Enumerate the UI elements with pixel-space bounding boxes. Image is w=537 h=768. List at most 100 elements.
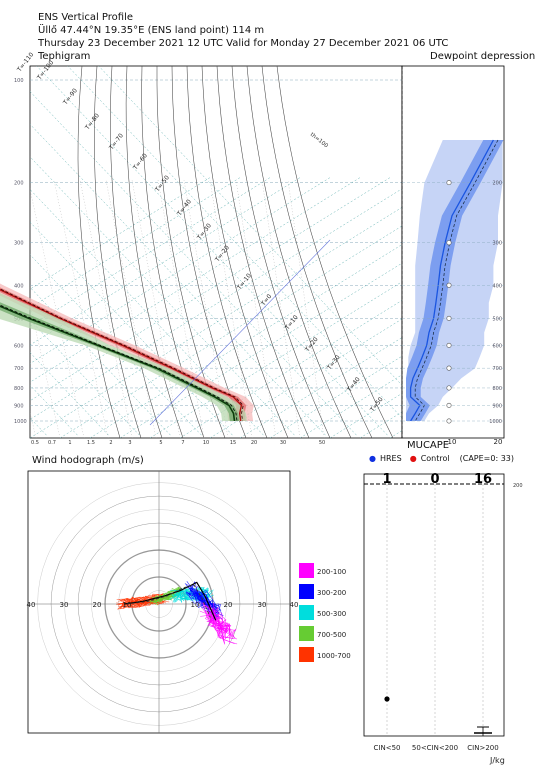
depression-pressure-label: 200 [492, 181, 502, 187]
validity-subtitle: Thursday 23 December 2021 12 UTC Valid f… [38, 38, 449, 49]
hodograph-tick-label: 30 [60, 601, 69, 609]
mucape-frame [363, 473, 505, 737]
wind-barb-circle [446, 282, 452, 288]
mixing-ratio-tick-label: 1 [68, 440, 71, 446]
dry-adiabat-line [510, 178, 537, 438]
dewpoint-control-line [0, 305, 236, 422]
layer-legend-label: 500-300 [317, 610, 346, 618]
hodograph-tick-label: 10 [123, 601, 132, 609]
depression-inner-band [406, 140, 504, 421]
hodograph-member-trace [124, 596, 166, 609]
mixing-ratio-line [79, 179, 133, 438]
moist-adiabat-curve [77, 66, 121, 438]
layer-swatch-700-500 [299, 626, 314, 641]
tephigram-bands [0, 283, 254, 421]
moist-adiabat-curve [246, 66, 352, 438]
mixing-ratio-tick-label: 15 [230, 440, 236, 446]
layer-legend-label: 300-200 [317, 589, 346, 597]
mucape-legend: ● HRES ● Control (CAPE=0: 33) [369, 454, 514, 463]
hodograph-legend: 200-100 300-200 500-300 700-500 1000-700 [299, 563, 351, 662]
layer-swatch-300-200 [299, 584, 314, 599]
hodograph-member-trace [203, 604, 225, 644]
hodograph-member-trace [189, 589, 217, 609]
cape-hres-point [384, 696, 390, 702]
isotherm-line [36, 66, 388, 436]
hodograph-member-trace [125, 594, 163, 605]
mixing-ratio-tick-label: 7 [181, 440, 184, 446]
wind-barb-circle [446, 365, 452, 371]
hodograph-member-trace [213, 607, 235, 645]
mixing-ratio-tick-label: 0.7 [48, 440, 56, 446]
mixing-ratio-tick-label: 1.5 [87, 440, 95, 446]
hodograph-content: 40 30 20 10 10 20 30 40 [27, 471, 299, 733]
dewpoint-content: 200 300 400 500 600 700 800 900 1000 10 20 [401, 66, 504, 446]
mixing-ratio-tick-label: 10 [203, 440, 209, 446]
mixing-ratio-tick-label: 30 [280, 440, 286, 446]
hres-legend-label: HRES [379, 454, 402, 463]
hodograph-tick-label: 30 [258, 601, 267, 609]
pressure-tick-label: 700 [14, 366, 24, 372]
temperature-control-line [0, 288, 243, 422]
moist-adiabat-curve [261, 66, 373, 438]
hodograph-label: Wind hodograph (m/s) [32, 455, 144, 466]
pressure-tick-label: 200 [14, 181, 24, 187]
hodograph-member-trace [193, 587, 223, 617]
hodograph-member-trace [212, 607, 234, 637]
pressure-tick-label: 800 [14, 386, 24, 392]
hodo-clip-group [28, 471, 290, 733]
isotherm-line [30, 123, 326, 436]
hodograph-member-trace [202, 602, 232, 638]
wind-barb-circle [446, 180, 452, 186]
cape-y-tick: 200 [513, 483, 523, 489]
mixing-ratio-tick-label: 5 [159, 440, 162, 446]
pressure-tick-label: 100 [14, 78, 24, 84]
cape-count-label: 1 [382, 472, 391, 487]
cape-category-label: 50<CIN<200 [412, 744, 458, 752]
hodograph-member-trace [194, 590, 214, 614]
moist-adiabat-curve [186, 66, 268, 438]
hodograph-tick-label: 10 [191, 601, 200, 609]
tephigram-lines [0, 239, 331, 426]
hodograph-member-trace [188, 587, 221, 614]
layer-swatch-500-300 [299, 605, 314, 620]
depression-pressure-label: 1000 [489, 419, 502, 425]
control-legend-label: Control [420, 454, 450, 463]
pressure-tick-label: 300 [14, 241, 24, 247]
depression-pressure-label: 700 [492, 366, 502, 372]
wind-barb-circle [446, 315, 452, 321]
hodograph-control-trace [123, 581, 217, 621]
hodograph-member-trace [176, 593, 209, 602]
depression-control-line [409, 139, 494, 422]
layer-legend-label: 700-500 [317, 631, 346, 639]
mucape-content: 200 1 CIN<50 0 50<CIN<200 16 CIN>200 J/kg [364, 472, 523, 765]
hodograph-member-trace [117, 596, 166, 610]
isotherm-line [30, 91, 357, 436]
hodograph-tick-label: 20 [224, 601, 233, 609]
hodograph-tick-label: 40 [290, 601, 299, 609]
tephigram-label: Tephigram [38, 51, 91, 62]
depression-pressure-label: 900 [492, 403, 502, 409]
depression-pressure-label: 500 [492, 316, 502, 322]
depression-x-tick: 20 [494, 438, 503, 446]
mixing-ratio-line [53, 179, 109, 438]
mixing-ratio-tick-label: 2 [109, 440, 112, 446]
mucape-label: MUCAPE [407, 440, 450, 451]
isotherm-line [30, 319, 140, 436]
wind-barb-circle [446, 342, 452, 348]
wind-barb-circle [446, 402, 452, 408]
mixing-ratio-line [105, 179, 157, 438]
cape-count-label: 0 [430, 472, 439, 487]
moist-adiabat-curve [156, 66, 226, 438]
isotherm-line [98, 66, 402, 386]
hodograph-member-trace [154, 587, 181, 605]
pressure-tick-label: 600 [14, 343, 24, 349]
layer-legend-label: 200-100 [317, 568, 346, 576]
cape-count-label: 16 [474, 472, 492, 487]
pressure-tick-label: 900 [14, 403, 24, 409]
wind-barb-circle [446, 385, 452, 391]
mixing-ratio-tick-label: 0.5 [31, 440, 39, 446]
layer-swatch-1000-700 [299, 647, 314, 662]
chart-title: ENS Vertical Profile [38, 12, 134, 23]
pressure-tick-label: 1000 [14, 419, 27, 425]
cape-category-label: CIN>200 [467, 744, 498, 752]
